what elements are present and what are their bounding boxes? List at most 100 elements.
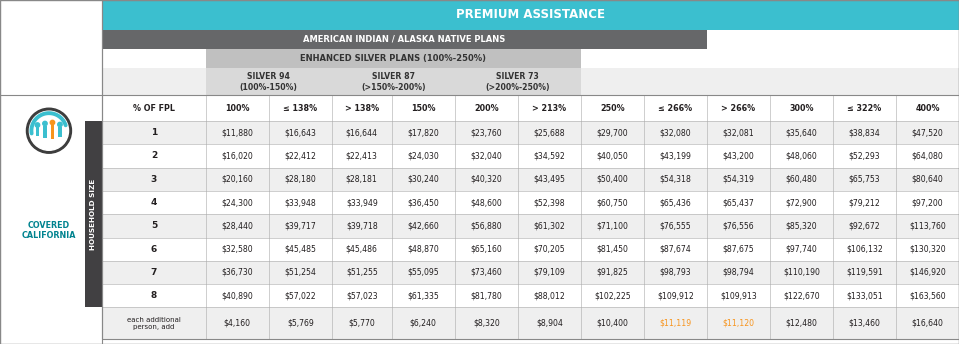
Text: ≤ 138%: ≤ 138% [283,104,317,113]
Text: 150%: 150% [411,104,435,113]
Text: $76,556: $76,556 [722,221,754,230]
Text: $16,643: $16,643 [285,128,316,137]
Text: $16,644: $16,644 [346,128,378,137]
Circle shape [30,111,68,150]
Bar [102,68,206,96]
Bar [58,127,61,137]
Text: 8: 8 [151,291,157,300]
Text: $42,660: $42,660 [408,221,439,230]
Text: $57,022: $57,022 [285,291,316,300]
Text: $16,020: $16,020 [222,151,253,160]
Text: $109,912: $109,912 [657,291,693,300]
Bar [455,68,581,96]
Text: $36,730: $36,730 [222,268,253,277]
Text: SILVER 73
(>200%-250%): SILVER 73 (>200%-250%) [485,72,550,92]
Circle shape [58,122,62,127]
Text: COVERED
CALIFORNIA: COVERED CALIFORNIA [22,221,76,240]
Text: $28,181: $28,181 [346,175,378,184]
Text: ENHANCED SILVER PLANS (100%-250%): ENHANCED SILVER PLANS (100%-250%) [300,54,486,63]
Text: 1: 1 [151,128,157,137]
Text: 5: 5 [151,221,157,230]
Text: $73,460: $73,460 [471,268,503,277]
Text: 2: 2 [151,151,157,160]
Text: % OF FPL: % OF FPL [133,104,175,113]
Text: $65,437: $65,437 [722,198,755,207]
Text: $52,293: $52,293 [849,151,880,160]
Text: $133,051: $133,051 [846,291,883,300]
Text: $87,675: $87,675 [722,245,754,254]
Text: $34,592: $34,592 [533,151,565,160]
Text: $80,640: $80,640 [912,175,944,184]
Bar [102,30,707,49]
Text: $20,160: $20,160 [222,175,253,184]
Text: 3: 3 [151,175,157,184]
Text: $79,109: $79,109 [533,268,565,277]
Text: $92,672: $92,672 [849,221,880,230]
Text: $39,717: $39,717 [285,221,316,230]
Text: SILVER 94
(100%-150%): SILVER 94 (100%-150%) [240,72,297,92]
Text: $65,436: $65,436 [660,198,691,207]
Text: $40,890: $40,890 [222,291,253,300]
Text: $30,240: $30,240 [408,175,439,184]
Circle shape [50,120,55,125]
Bar [102,284,959,308]
Text: $88,012: $88,012 [533,291,565,300]
Text: $70,205: $70,205 [533,245,565,254]
Text: $65,753: $65,753 [849,175,880,184]
Text: $16,640: $16,640 [912,319,944,328]
Text: > 266%: > 266% [721,104,756,113]
Bar [102,96,959,121]
Text: $60,480: $60,480 [785,175,817,184]
Text: $23,760: $23,760 [471,128,503,137]
Text: > 138%: > 138% [344,104,379,113]
Text: $25,688: $25,688 [533,128,565,137]
Text: $4,160: $4,160 [223,319,250,328]
Bar [102,121,959,144]
Text: $40,320: $40,320 [471,175,503,184]
Text: > 213%: > 213% [532,104,567,113]
Text: $85,320: $85,320 [785,221,817,230]
Text: 7: 7 [151,268,157,277]
Text: $22,412: $22,412 [285,151,316,160]
Bar [102,214,959,237]
Text: $91,825: $91,825 [596,268,628,277]
Bar [332,68,455,96]
Text: $47,520: $47,520 [912,128,944,137]
Text: $11,119: $11,119 [660,319,691,328]
Text: $56,880: $56,880 [471,221,503,230]
Bar [102,237,959,261]
Text: $110,190: $110,190 [783,268,820,277]
Text: $48,060: $48,060 [785,151,817,160]
Text: $13,460: $13,460 [849,319,880,328]
Text: ≤ 266%: ≤ 266% [658,104,692,113]
Text: $45,485: $45,485 [285,245,316,254]
Bar [102,191,959,214]
Bar [102,144,959,168]
Text: $97,740: $97,740 [785,245,817,254]
Text: $48,870: $48,870 [408,245,439,254]
Bar [581,68,643,96]
Bar [102,261,959,284]
Text: $54,318: $54,318 [660,175,691,184]
Text: $33,948: $33,948 [285,198,316,207]
Bar [43,126,47,138]
Bar [102,0,959,340]
Text: $130,320: $130,320 [909,245,946,254]
Text: $113,760: $113,760 [909,221,946,230]
Text: 300%: 300% [789,104,813,113]
Text: $32,040: $32,040 [471,151,503,160]
Text: $54,319: $54,319 [722,175,755,184]
Text: $64,080: $64,080 [912,151,944,160]
Bar [206,49,581,68]
Text: $38,834: $38,834 [849,128,880,137]
Text: $8,320: $8,320 [473,319,500,328]
Text: $33,949: $33,949 [346,198,378,207]
Text: $97,200: $97,200 [912,198,944,207]
Bar [206,68,332,96]
Text: $5,769: $5,769 [287,319,314,328]
Text: $71,100: $71,100 [596,221,628,230]
Text: $122,670: $122,670 [784,291,820,300]
Text: $39,718: $39,718 [346,221,378,230]
Text: $29,700: $29,700 [596,128,628,137]
Bar [51,125,55,139]
